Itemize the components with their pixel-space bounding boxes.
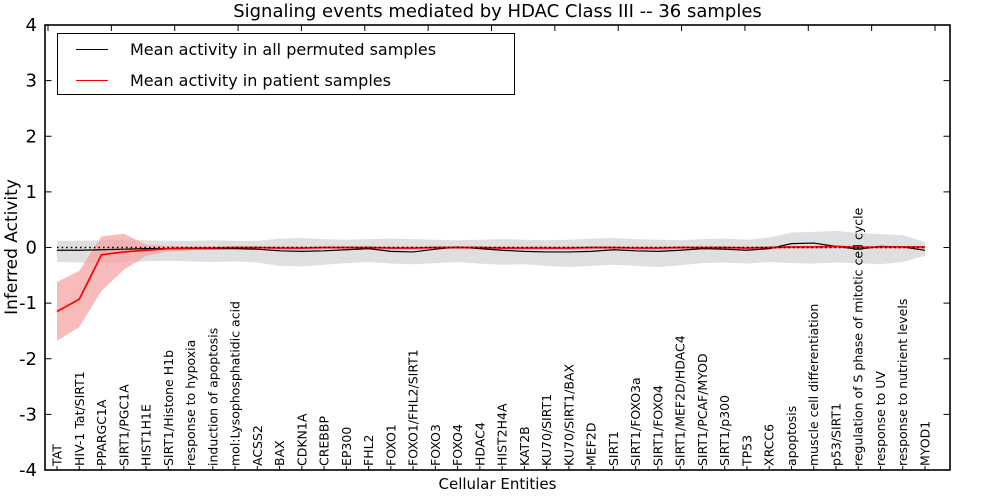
x-tick-label: TP53 bbox=[739, 435, 754, 467]
x-tick-label: p53/SIRT1 bbox=[828, 403, 843, 466]
x-tick-label: CREBBP bbox=[317, 416, 332, 466]
x-tick-label: HDAC4 bbox=[472, 422, 487, 466]
x-tick-label: EP300 bbox=[339, 427, 354, 466]
y-tick-label: 1 bbox=[26, 182, 37, 203]
legend-item-patient: Mean activity in patient samples bbox=[58, 65, 514, 96]
x-tick-label: FOXO3 bbox=[428, 424, 443, 466]
x-tick-label: mol:Lysophosphatidic acid bbox=[228, 301, 243, 466]
x-tick-label: SIRT1/p300 bbox=[717, 395, 732, 466]
x-tick-label: response to nutrient levels bbox=[895, 299, 910, 466]
x-tick-label: TAT bbox=[50, 444, 65, 467]
x-tick-label: MEF2D bbox=[584, 423, 599, 466]
x-tick-label: induction of apoptosis bbox=[205, 328, 220, 466]
x-tick-label: FOXO4 bbox=[450, 424, 465, 466]
y-tick-label: -2 bbox=[19, 349, 37, 370]
x-axis-label: Cellular Entities bbox=[438, 475, 557, 493]
x-tick-label: SIRT1/Histone H1b bbox=[161, 350, 176, 466]
patient-line-sample bbox=[76, 80, 108, 81]
x-tick-label: SIRT1/MEF2D/HDAC4 bbox=[673, 335, 688, 466]
x-tick-label: XRCC6 bbox=[762, 424, 777, 466]
x-tick-label: KAT2B bbox=[517, 426, 532, 466]
x-tick-label: KU70/SIRT1 bbox=[539, 394, 554, 466]
y-tick-label: -3 bbox=[19, 404, 37, 425]
x-tick-label: ACSS2 bbox=[250, 425, 265, 466]
legend-label-permuted: Mean activity in all permuted samples bbox=[130, 40, 437, 59]
x-tick-label: FOXO1/FHL2/SIRT1 bbox=[406, 349, 421, 466]
x-tick-label: CDKN1A bbox=[294, 413, 309, 466]
x-tick-label: FHL2 bbox=[361, 434, 376, 466]
x-tick-label: PPARGC1A bbox=[94, 399, 109, 466]
x-tick-label: regulation of S phase of mitotic cell cy… bbox=[851, 207, 866, 466]
x-tick-label: SIRT1/FOXO3a bbox=[628, 377, 643, 466]
x-tick-label: response to hypoxia bbox=[183, 340, 198, 466]
legend-label-patient: Mean activity in patient samples bbox=[130, 71, 391, 90]
x-tick-label: SIRT1/PGC1A bbox=[116, 384, 131, 466]
x-tick-label: SIRT1/FOXO4 bbox=[650, 385, 665, 466]
x-tick-label: SIRT1/PCAF/MYOD bbox=[695, 353, 710, 466]
x-tick-label: apoptosis bbox=[784, 406, 799, 466]
x-tick-label: response to UV bbox=[873, 371, 888, 466]
y-tick-label: 2 bbox=[26, 126, 37, 147]
y-tick-label: -1 bbox=[19, 293, 37, 314]
patient-confidence-band bbox=[57, 233, 925, 341]
y-tick-label: 0 bbox=[26, 238, 37, 259]
x-tick-label: SIRT1 bbox=[606, 431, 621, 466]
chart-title: Signaling events mediated by HDAC Class … bbox=[233, 1, 762, 22]
x-tick-label: FOXO1 bbox=[383, 424, 398, 466]
x-tick-label: KU70/SIRT1/BAX bbox=[561, 364, 576, 466]
x-tick-label: MYOD1 bbox=[918, 421, 933, 466]
y-axis-label: Inferred Activity bbox=[2, 179, 22, 315]
axes-frame bbox=[44, 24, 951, 471]
permuted-line-sample bbox=[76, 49, 108, 50]
legend-item-permuted: Mean activity in all permuted samples bbox=[58, 34, 514, 65]
x-tick-label: muscle cell differentiation bbox=[806, 304, 821, 466]
x-tick-label: HIV-1 Tat/SIRT1 bbox=[72, 371, 87, 466]
x-tick-label: HIST1H1E bbox=[139, 404, 154, 466]
y-tick-label: -4 bbox=[19, 460, 37, 481]
legend-box: Mean activity in all permuted samples Me… bbox=[57, 33, 515, 95]
x-tick-label: BAX bbox=[272, 440, 287, 466]
y-tick-label: 3 bbox=[26, 71, 37, 92]
y-tick-label: 4 bbox=[26, 15, 37, 36]
x-tick-label: HIST2H4A bbox=[495, 403, 510, 466]
